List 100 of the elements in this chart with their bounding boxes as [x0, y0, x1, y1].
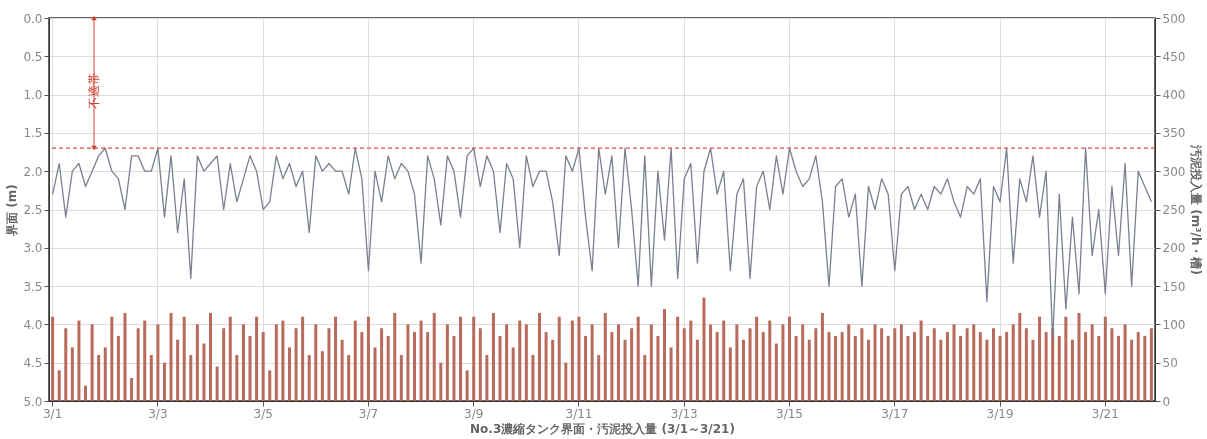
bar	[51, 316, 55, 401]
bar	[130, 378, 134, 401]
bar	[886, 335, 890, 401]
bar	[294, 328, 298, 401]
bar	[360, 332, 364, 401]
bar	[478, 328, 482, 401]
bar	[228, 316, 232, 401]
bar	[1024, 328, 1028, 401]
bar	[202, 343, 206, 401]
bar	[485, 355, 489, 401]
bar	[465, 370, 469, 401]
bar	[209, 312, 213, 401]
bar	[123, 312, 127, 401]
bar	[162, 362, 166, 401]
bar	[610, 332, 614, 401]
bar	[439, 362, 443, 401]
x-tick-label: 3/1	[42, 406, 63, 421]
bar	[301, 316, 305, 401]
bar	[899, 324, 903, 401]
bar	[235, 355, 239, 401]
bar	[544, 332, 548, 401]
x-tick-label: 3/11	[565, 406, 593, 421]
y2-tick-label: 400	[1162, 88, 1186, 103]
y2-tick-label: 0	[1162, 394, 1171, 409]
bar	[1070, 339, 1074, 401]
bar	[406, 324, 410, 401]
bar	[538, 312, 541, 401]
bar	[551, 339, 555, 401]
bar	[222, 328, 226, 401]
bar	[1077, 312, 1081, 401]
annotation: 不適帯	[87, 73, 101, 110]
bar	[189, 355, 193, 401]
bar	[978, 332, 982, 401]
bar	[636, 316, 640, 401]
x-tick-label: 3/3	[148, 406, 168, 421]
x-tick-label: 3/19	[986, 406, 1014, 421]
y-tick-label: 2.5	[23, 203, 43, 217]
bar	[195, 324, 199, 401]
bar	[965, 328, 969, 401]
bar	[728, 347, 732, 401]
bar	[320, 351, 324, 401]
y2-tick-label: 200	[1162, 241, 1186, 256]
bar	[110, 316, 114, 401]
bar	[419, 320, 423, 401]
y-tick-label: 3.5	[23, 279, 43, 294]
bar	[952, 324, 956, 401]
bar	[1143, 335, 1147, 401]
bar	[695, 339, 699, 401]
bar	[64, 328, 68, 401]
y2-tick-label: 50	[1162, 356, 1178, 371]
bar	[715, 332, 719, 401]
bar	[741, 339, 745, 401]
bar	[459, 316, 463, 401]
x-tick-label: 3/7	[358, 406, 379, 421]
bar	[663, 309, 666, 401]
bar	[1116, 335, 1120, 401]
bar	[248, 335, 252, 401]
bar	[340, 339, 344, 401]
bar	[149, 355, 153, 401]
y-tick-label: 3.0	[23, 241, 43, 256]
bar	[399, 355, 403, 401]
bar	[412, 332, 416, 401]
y2-tick-label: 250	[1162, 203, 1186, 217]
bar	[755, 316, 759, 401]
bar	[820, 312, 824, 401]
bar	[505, 324, 509, 401]
bar	[90, 324, 94, 401]
y2-tick-label: 150	[1162, 279, 1186, 294]
bar	[156, 324, 160, 401]
x-tick-label: 3/9	[464, 406, 484, 421]
bar	[524, 324, 528, 401]
bar	[511, 347, 515, 401]
bar	[1149, 328, 1153, 401]
bar	[287, 347, 291, 401]
bar	[761, 332, 765, 401]
bar	[880, 328, 884, 401]
bar	[643, 355, 647, 401]
bar	[531, 355, 535, 401]
bar	[649, 324, 653, 401]
bar	[445, 324, 449, 401]
bar	[103, 347, 107, 401]
bar	[834, 335, 838, 401]
bar	[1005, 332, 1009, 401]
bar	[491, 312, 495, 401]
bar	[84, 385, 88, 401]
bar	[722, 320, 726, 401]
y-tick-label: 4.5	[23, 356, 43, 371]
bar	[314, 324, 318, 401]
bar	[577, 316, 581, 401]
y-tick-label: 5.0	[23, 394, 43, 409]
bar	[472, 316, 476, 401]
line-series	[51, 147, 1153, 341]
bar	[380, 328, 384, 401]
bar	[1057, 335, 1061, 401]
bar	[597, 355, 601, 401]
bar	[919, 320, 923, 401]
bar	[176, 339, 180, 401]
bar	[853, 335, 857, 401]
bar	[945, 332, 949, 401]
bar	[1090, 324, 1094, 401]
